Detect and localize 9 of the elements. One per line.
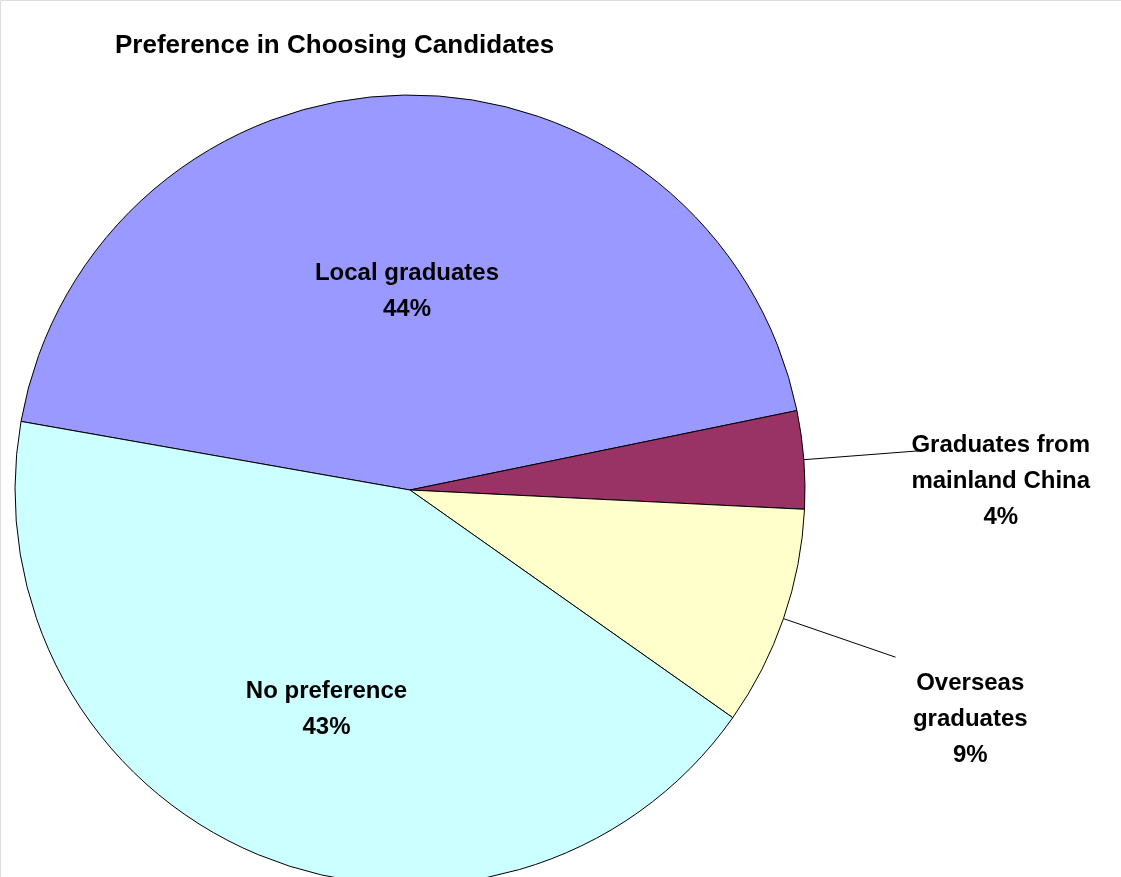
data-label: 4% bbox=[983, 501, 1019, 529]
slice-label: Local graduates bbox=[314, 257, 499, 285]
chart-title: Preference in Choosing Candidates bbox=[115, 29, 555, 59]
data-label: 44% bbox=[382, 293, 431, 321]
data-label: 43% bbox=[302, 711, 351, 739]
slice-label: No preference bbox=[245, 675, 408, 703]
slice-label: Overseas graduates bbox=[912, 667, 1028, 731]
data-label: 9% bbox=[952, 739, 988, 767]
slice-label: Graduates from mainland China bbox=[911, 429, 1091, 493]
